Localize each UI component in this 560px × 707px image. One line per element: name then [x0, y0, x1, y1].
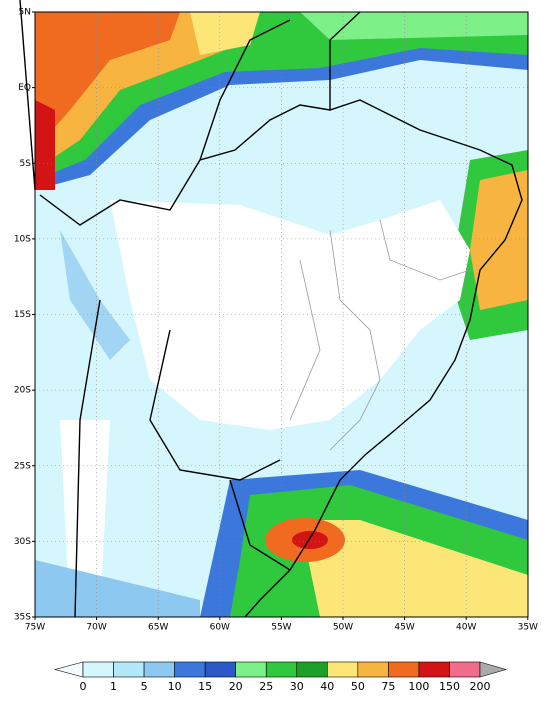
colorbar: 0 1 5 10 15 20 25 30 40 50 75 100 150 200 [53, 661, 508, 693]
colorbar-box [82, 661, 114, 678]
lon-label: 45W [394, 623, 414, 633]
colorbar-box [296, 661, 328, 678]
graticule [35, 12, 528, 617]
colorbar-label: 100 [408, 680, 429, 693]
lat-label: EQ [18, 83, 31, 93]
colorbar-box [418, 661, 450, 678]
colorbar-over [479, 661, 508, 678]
colorbar-label: 25 [259, 680, 273, 693]
lat-label: 20S [14, 386, 31, 396]
lon-label: 65W [148, 623, 168, 633]
precipitation-field [35, 12, 528, 617]
colorbar-label: 40 [320, 680, 334, 693]
colorbar-box [113, 661, 145, 678]
colorbar-box [357, 661, 389, 678]
colorbar-label: 10 [168, 680, 182, 693]
colorbar-label: 5 [141, 680, 148, 693]
colorbar-label: 150 [439, 680, 460, 693]
lon-label: 55W [271, 623, 291, 633]
colorbar-box [449, 661, 481, 678]
colorbar-box [204, 661, 236, 678]
colorbar-box [143, 661, 175, 678]
colorbar-label: 30 [290, 680, 304, 693]
colorbar-label: 0 [80, 680, 87, 693]
lat-label: 35S [14, 613, 31, 623]
lat-label: 5N [19, 8, 31, 18]
lat-label: 30S [14, 537, 31, 547]
lon-label: 35W [518, 623, 538, 633]
lat-label: 25S [14, 461, 31, 471]
lon-label: 50W [333, 623, 353, 633]
coastline-borders [19, 0, 523, 618]
colorbar-box [265, 661, 298, 678]
colorbar-label: 1 [110, 680, 117, 693]
colorbar-box [327, 661, 359, 678]
colorbar-box [388, 661, 420, 678]
lat-label: 5S [20, 159, 32, 169]
colorbar-box [235, 661, 267, 678]
lon-label: 60W [210, 623, 230, 633]
colorbar-under [53, 661, 84, 678]
colorbar-label: 75 [381, 680, 395, 693]
lon-label: 75W [25, 623, 45, 633]
lat-label: 10S [14, 234, 31, 244]
lon-label: 70W [86, 623, 106, 633]
colorbar-label: 200 [470, 680, 491, 693]
colorbar-label: 15 [198, 680, 212, 693]
colorbar-label: 20 [229, 680, 243, 693]
colorbar-box [174, 661, 206, 678]
lon-label: 40W [456, 623, 476, 633]
colorbar-label: 50 [351, 680, 365, 693]
state-borders [289, 219, 471, 451]
lat-label: 15S [14, 310, 31, 320]
